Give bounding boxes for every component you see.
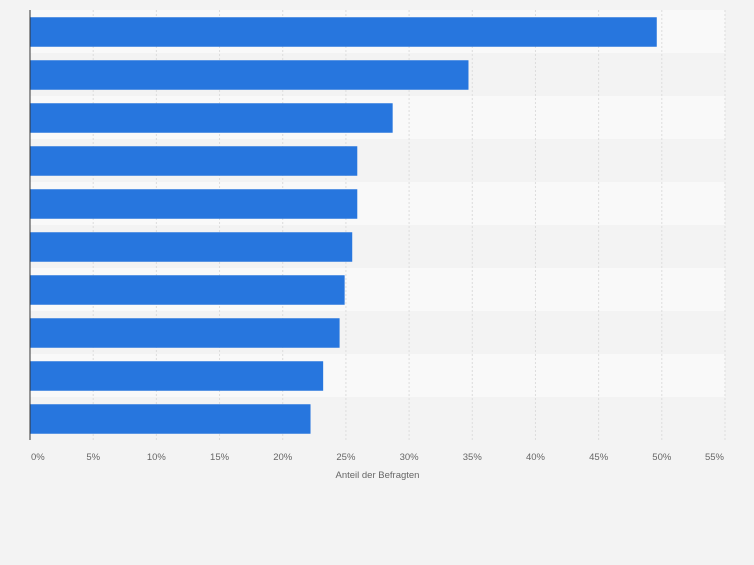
bar-9 — [30, 361, 324, 391]
bar-6 — [30, 232, 353, 262]
x-tick-label-50: 50% — [652, 452, 672, 463]
bar-8 — [30, 318, 340, 348]
bar-3 — [30, 103, 393, 133]
x-tick-label-55: 55% — [705, 452, 725, 463]
bar-10 — [30, 404, 311, 434]
x-tick-label-35: 35% — [463, 452, 483, 463]
bar-5 — [30, 189, 358, 219]
x-axis-title: Anteil der Befragten — [336, 470, 420, 481]
x-tick-label-30: 30% — [400, 452, 420, 463]
bar-2 — [30, 60, 469, 90]
x-tick-label-40: 40% — [526, 452, 546, 463]
x-tick-label-10: 10% — [147, 452, 167, 463]
x-tick-label-45: 45% — [589, 452, 609, 463]
bar-7 — [30, 275, 345, 305]
x-tick-label-5: 5% — [86, 452, 100, 463]
bar-4 — [30, 146, 358, 176]
x-tick-label-25: 25% — [336, 452, 356, 463]
x-axis-ticks: 0% 5% 10% 15% 20% 25% 30% 35% 40% 45% 50% 55% — [31, 452, 725, 463]
x-tick-label-15: 15% — [210, 452, 230, 463]
bar-1 — [30, 17, 657, 47]
x-tick-label-20: 20% — [273, 452, 293, 463]
bars — [30, 17, 657, 434]
x-tick-label-0: 0% — [31, 452, 45, 463]
